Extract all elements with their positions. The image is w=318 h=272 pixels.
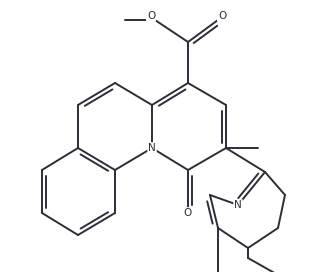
Text: N: N <box>148 143 156 153</box>
Text: N: N <box>234 200 242 210</box>
Text: O: O <box>184 208 192 218</box>
Text: O: O <box>218 11 226 21</box>
Text: O: O <box>147 11 155 21</box>
